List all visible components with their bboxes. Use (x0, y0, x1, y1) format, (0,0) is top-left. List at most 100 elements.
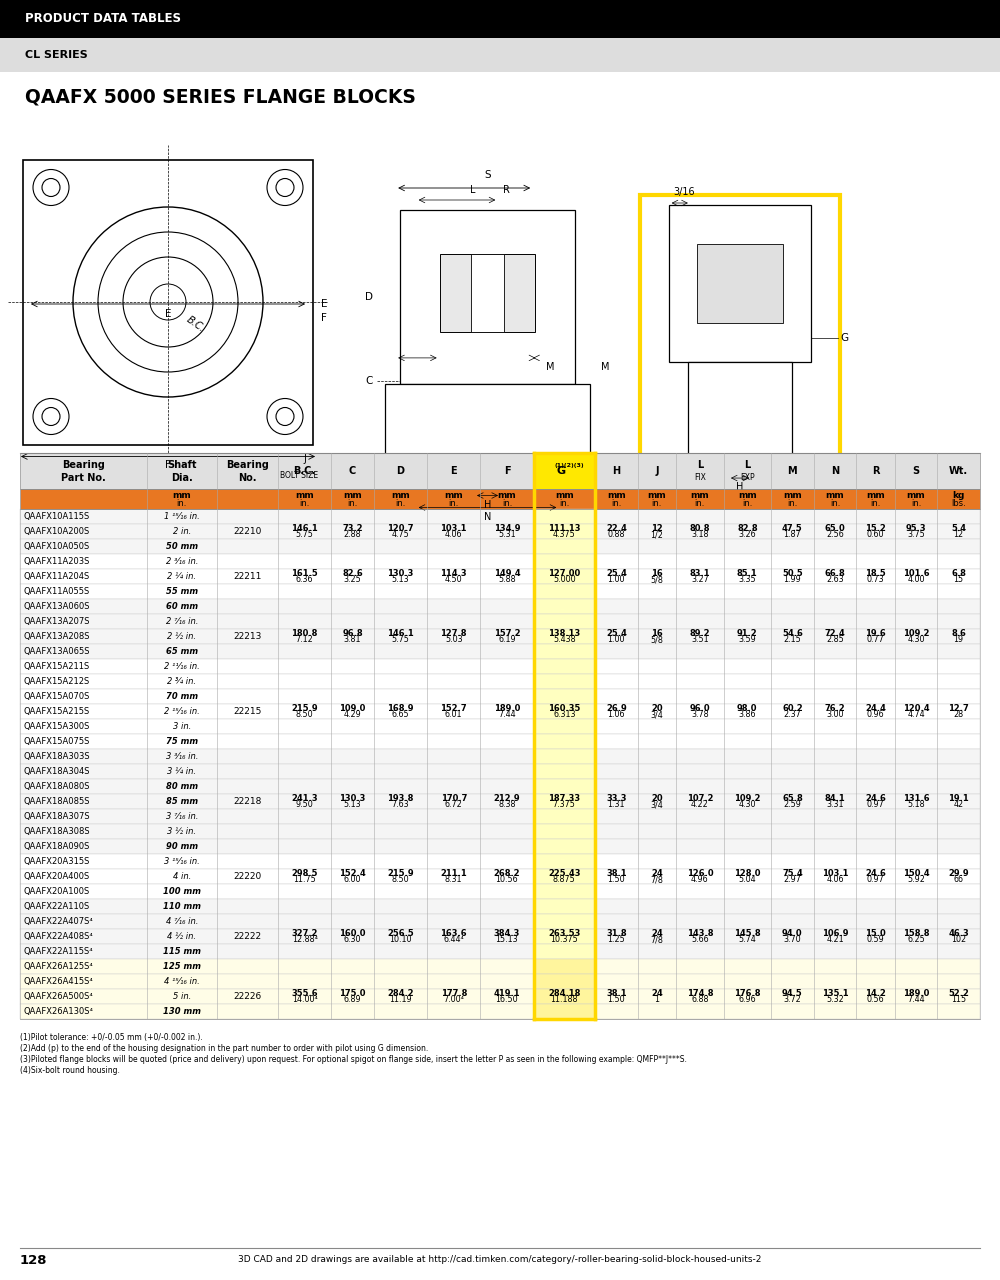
Text: 6.19: 6.19 (498, 635, 516, 644)
Text: 3/4: 3/4 (650, 710, 663, 719)
Text: 22211: 22211 (233, 572, 261, 581)
Bar (20, 584, 980, 599)
Text: QAAFX15A070S: QAAFX15A070S (23, 692, 89, 701)
Text: 12: 12 (954, 530, 964, 539)
Bar (534, 509, 595, 524)
Text: 3 ¼ in.: 3 ¼ in. (167, 767, 196, 776)
Bar (534, 659, 595, 675)
Bar (20, 1004, 980, 1019)
Text: 168.9: 168.9 (387, 704, 414, 713)
Text: 6.25: 6.25 (907, 936, 925, 945)
Text: 6.00: 6.00 (344, 876, 361, 884)
Text: 50 mm: 50 mm (166, 541, 198, 550)
Bar (534, 854, 595, 869)
Text: Wt.: Wt. (949, 466, 968, 476)
Bar (534, 974, 595, 989)
Text: PRODUCT DATA TABLES: PRODUCT DATA TABLES (25, 13, 181, 26)
Text: Shaft: Shaft (167, 460, 197, 470)
Text: 16: 16 (651, 628, 663, 637)
Text: 73.2: 73.2 (342, 524, 363, 532)
Text: QAAFX15A215S: QAAFX15A215S (23, 707, 89, 716)
Text: 6.88: 6.88 (691, 996, 709, 1005)
Text: 115 mm: 115 mm (163, 947, 201, 956)
Text: QAAFX10A200S: QAAFX10A200S (23, 527, 89, 536)
Text: 327.2: 327.2 (291, 929, 318, 938)
Text: 6.313: 6.313 (553, 710, 576, 719)
Text: 120.7: 120.7 (387, 524, 414, 532)
Text: H: H (612, 466, 620, 476)
Text: 22218: 22218 (233, 797, 261, 806)
Text: 4.375: 4.375 (553, 530, 576, 539)
Text: 22210: 22210 (233, 527, 261, 536)
Text: J: J (303, 453, 306, 463)
Text: 3.27: 3.27 (691, 575, 709, 584)
Bar (440, 253, 535, 332)
Text: 128.0: 128.0 (734, 869, 761, 878)
Text: 20: 20 (651, 794, 663, 803)
Text: 66.8: 66.8 (825, 568, 845, 577)
Text: N: N (831, 466, 839, 476)
Text: 6.96: 6.96 (739, 996, 756, 1005)
Text: 72.4: 72.4 (825, 628, 845, 637)
Bar (471, 253, 504, 332)
Text: M: M (601, 362, 610, 372)
Text: 6.36: 6.36 (296, 575, 313, 584)
Bar (20, 554, 980, 570)
Text: 160.0: 160.0 (339, 929, 366, 938)
Text: 145.8: 145.8 (734, 929, 761, 938)
Bar (534, 809, 595, 824)
Text: 19: 19 (954, 635, 964, 644)
Text: 6.8: 6.8 (951, 568, 966, 577)
Bar (534, 959, 595, 974)
Text: 80 mm: 80 mm (166, 782, 198, 791)
Text: 5.03: 5.03 (445, 635, 463, 644)
Text: 419.1: 419.1 (494, 988, 520, 997)
Text: 42: 42 (954, 800, 964, 809)
Text: in.: in. (695, 499, 705, 508)
Bar (385, 384, 590, 485)
Text: 10.10: 10.10 (389, 936, 412, 945)
Text: 4.06: 4.06 (445, 530, 462, 539)
Text: 131.6: 131.6 (903, 794, 929, 803)
Text: 2 ⁷⁄₁₆ in.: 2 ⁷⁄₁₆ in. (166, 617, 198, 626)
Text: 2.88: 2.88 (344, 530, 361, 539)
Text: 100 mm: 100 mm (163, 887, 201, 896)
Text: 5.32: 5.32 (826, 996, 844, 1005)
Bar (534, 539, 595, 554)
Bar (534, 628, 595, 644)
Text: QAAFX13A065S: QAAFX13A065S (23, 646, 90, 655)
Text: 9.50: 9.50 (296, 800, 314, 809)
Text: 215.9: 215.9 (291, 704, 318, 713)
Text: 107.2: 107.2 (687, 794, 713, 803)
Text: 3.51: 3.51 (691, 635, 709, 644)
Bar (534, 929, 595, 945)
Text: S: S (913, 466, 920, 476)
Bar (640, 195, 840, 500)
Text: 5/8: 5/8 (650, 635, 663, 644)
Text: QAAFX 5000 SERIES FLANGE BLOCKS: QAAFX 5000 SERIES FLANGE BLOCKS (25, 87, 416, 106)
Text: D: D (365, 292, 373, 302)
Text: 3 ½ in.: 3 ½ in. (167, 827, 196, 836)
Text: 284.18: 284.18 (548, 988, 580, 997)
Text: 94.0: 94.0 (782, 929, 803, 938)
Bar (534, 453, 595, 489)
Bar (0, 38, 1000, 72)
Text: 24.4: 24.4 (865, 704, 886, 713)
Text: 111.13: 111.13 (548, 524, 581, 532)
Text: 4.29: 4.29 (344, 710, 361, 719)
Text: 5.04: 5.04 (739, 876, 756, 884)
Text: (4)Six-bolt round housing.: (4)Six-bolt round housing. (20, 1066, 120, 1075)
Bar (20, 719, 980, 733)
Text: 52.2: 52.2 (948, 988, 969, 997)
Text: 4.30: 4.30 (739, 800, 756, 809)
Text: 4.00: 4.00 (907, 575, 925, 584)
Bar (534, 749, 595, 764)
Text: mm: mm (172, 490, 191, 499)
Bar (20, 764, 980, 780)
Text: 1.31: 1.31 (608, 800, 625, 809)
Bar (534, 884, 595, 899)
Bar (20, 659, 980, 675)
Text: 15.0: 15.0 (865, 929, 886, 938)
Bar (20, 929, 980, 945)
Text: 8.38: 8.38 (498, 800, 516, 809)
